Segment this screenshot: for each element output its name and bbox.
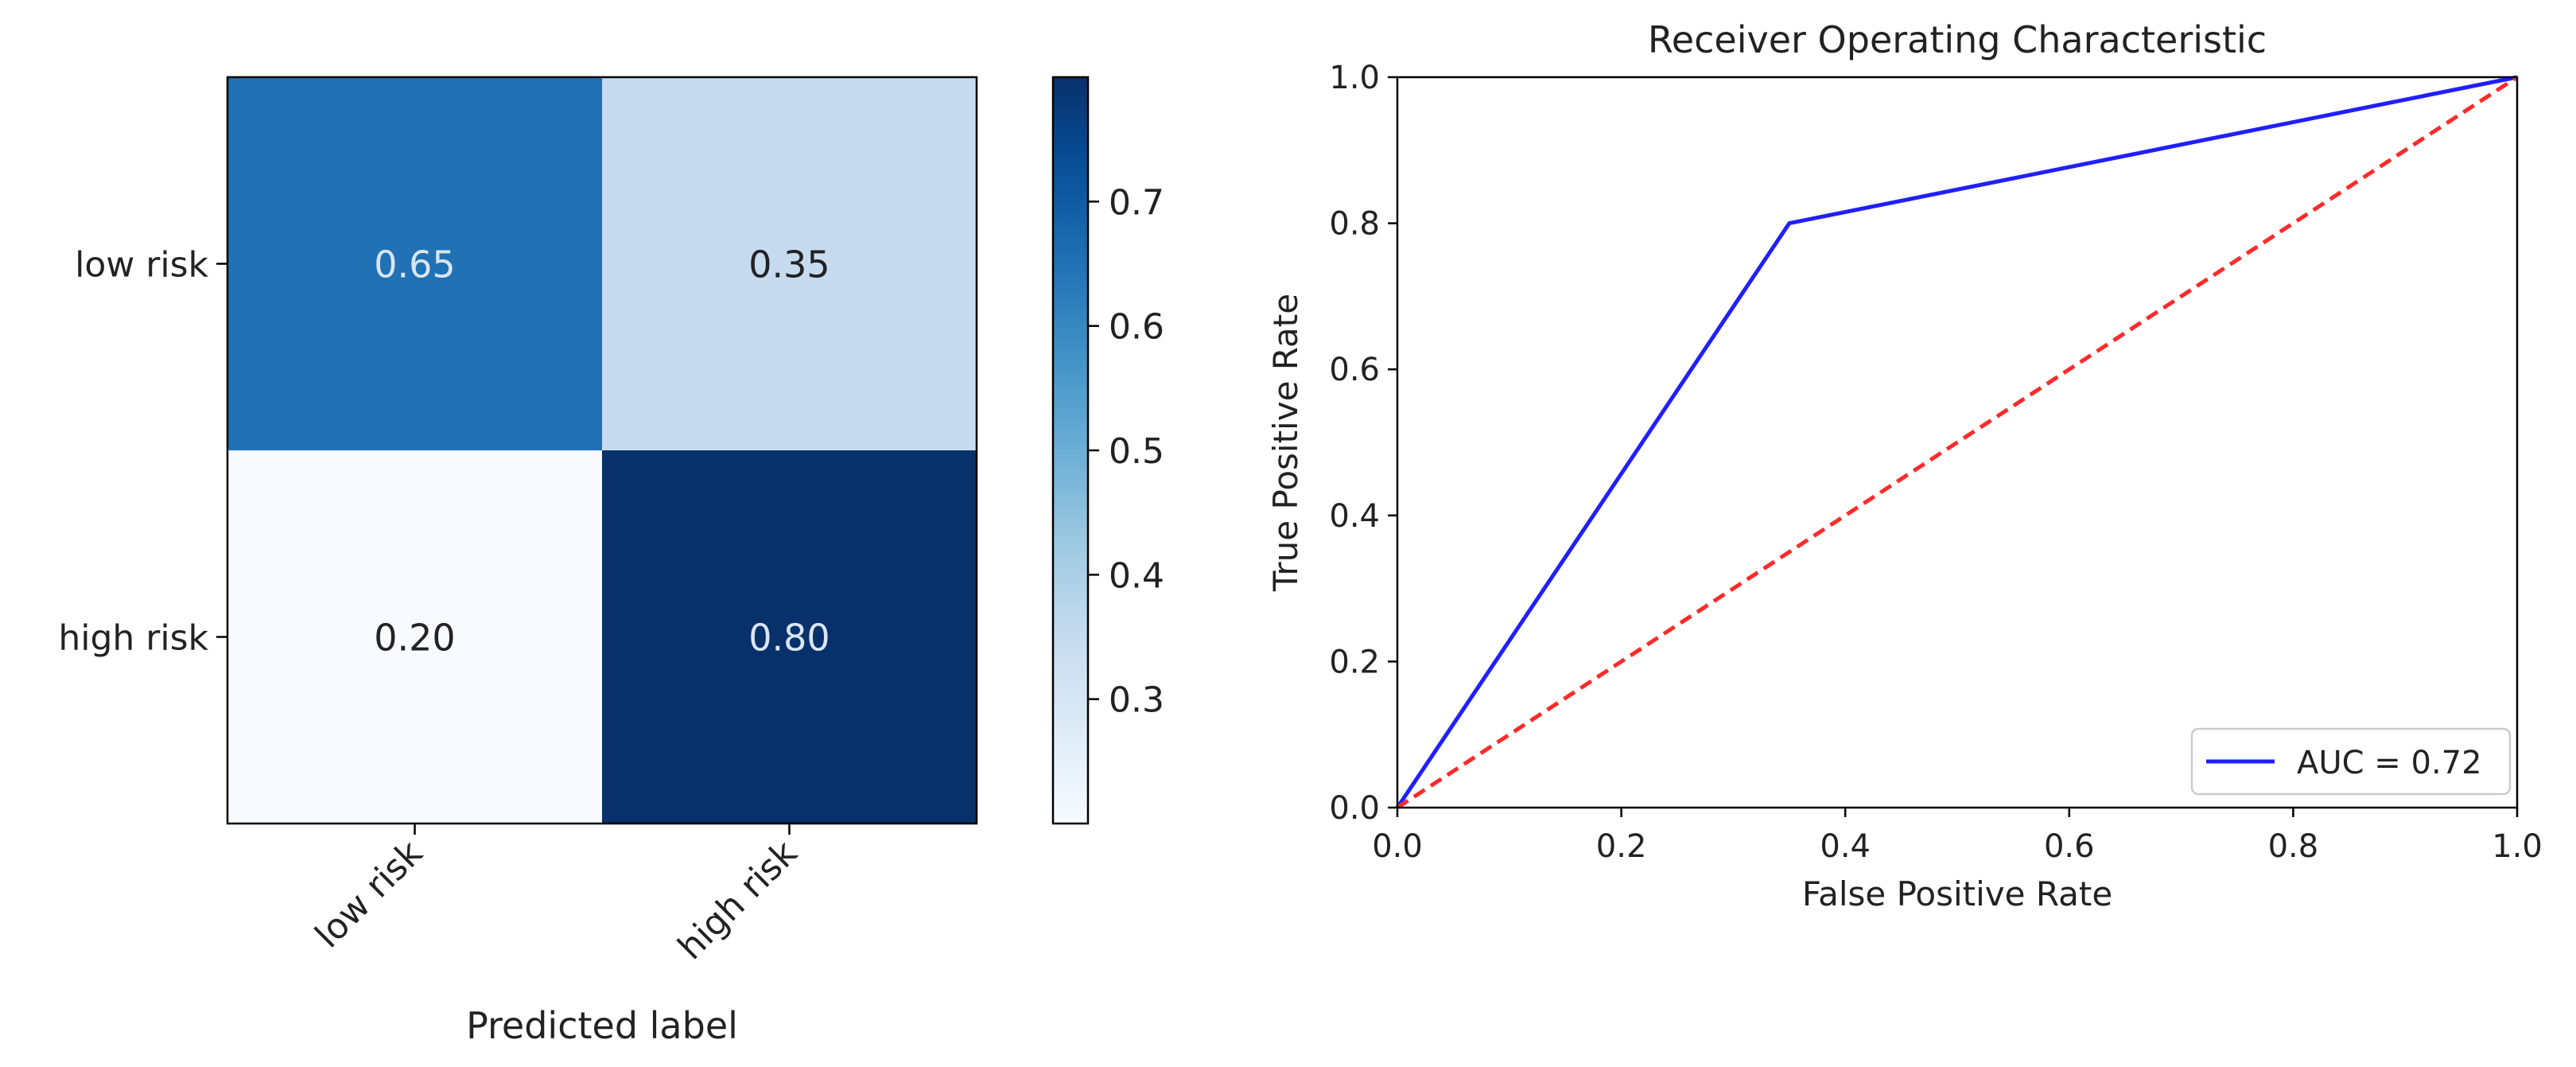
cell-value-label: 0.35 (748, 243, 830, 286)
diagonal-reference-line (1396, 75, 2519, 810)
x-tick-label: high risk (670, 832, 806, 968)
colorbar-bar (1051, 76, 1090, 825)
heatmap-cell (602, 77, 977, 450)
x-tick-label: 0.6 (2044, 828, 2095, 865)
confusion-matrix-chart: 0.65 0.35 0.20 0.80 low risk high risk low ris… (58, 76, 978, 1047)
y-tick-label: 0.4 (1329, 498, 1380, 535)
legend-label: AUC = 0.72 (2297, 745, 2482, 781)
roc-curve-line (1395, 75, 2518, 809)
colorbar: 0.3 0.4 0.5 0.6 0.7 (1051, 76, 1164, 825)
y-tick-label: 0.2 (1329, 644, 1380, 680)
roc-chart: 0.0 0.2 0.4 0.6 0.8 1.0 0.0 0.2 0.4 0.6 0.8 1.0 Rece… (1266, 18, 2543, 913)
y-tick-label: 1.0 (1329, 60, 1380, 96)
plot-frame (1396, 76, 2519, 809)
x-tick-label: low risk (308, 832, 431, 956)
x-tick-label: 0.2 (1596, 828, 1647, 865)
cell-value-label: 0.80 (748, 617, 830, 660)
colorbar-tick-label: 0.7 (1109, 182, 1164, 223)
cell-value-label: 0.65 (374, 243, 455, 286)
y-tick-label: 0.0 (1329, 790, 1380, 827)
colorbar-tick-label: 0.6 (1109, 307, 1164, 348)
x-tick-label: 0.8 (2268, 828, 2319, 865)
y-tick-label: 0.8 (1329, 206, 1380, 243)
y-tick-label: 0.6 (1329, 352, 1380, 388)
y-tick-label: high risk (58, 618, 208, 659)
colorbar-tick-label: 0.5 (1109, 431, 1164, 472)
x-axis-label: False Positive Rate (1802, 874, 2112, 913)
colorbar-tick-label: 0.4 (1109, 555, 1164, 596)
heatmap-cell (227, 77, 602, 450)
x-tick-label: 1.0 (2492, 828, 2543, 865)
y-tick-label: low risk (75, 245, 208, 286)
cell-value-label: 0.20 (374, 617, 455, 660)
x-tick-label: 0.0 (1372, 828, 1423, 865)
x-tick-label: 0.4 (1820, 828, 1871, 865)
legend-box (2190, 727, 2512, 796)
x-axis-label: Predicted label (466, 1004, 738, 1047)
chart-title: Receiver Operating Characteristic (1648, 18, 2267, 61)
heatmap-cell (602, 450, 977, 824)
heatmap-frame (226, 76, 978, 825)
colorbar-tick-label: 0.3 (1109, 680, 1164, 721)
heatmap-cell (227, 450, 602, 824)
y-axis-label: True Positive Rate (1266, 294, 1305, 592)
